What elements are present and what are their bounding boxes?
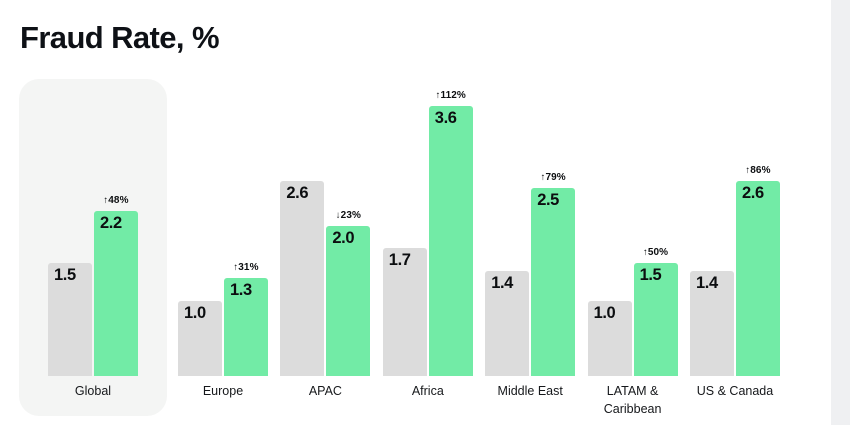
change-badge-latam-caribbean: ↑50% [626, 246, 686, 259]
current-bar-global: 2.2 [94, 211, 138, 376]
region-label-line: LATAM & [606, 384, 659, 398]
current-value-label: 2.5 [537, 191, 559, 209]
change-percent-text: 48% [108, 195, 129, 206]
current-value-label: 1.3 [230, 281, 252, 299]
change-badge-middle-east: ↑79% [523, 171, 583, 184]
region-label-apac: APAC [308, 384, 342, 398]
region-label-latam-caribbean: LATAM & Caribbean [573, 382, 693, 418]
current-value-label: 1.5 [639, 266, 662, 284]
change-badge-africa: ↑112% [421, 89, 481, 102]
arrow-up-icon: ↑ [103, 195, 109, 206]
region-label-middle-east: Middle East [497, 384, 563, 398]
arrow-up-icon: ↑ [745, 165, 751, 176]
current-value-label: 3.6 [434, 109, 457, 127]
current-value-label: 2.6 [742, 184, 764, 202]
change-percent-text: 23% [340, 210, 361, 221]
arrow-up-icon: ↑ [540, 172, 546, 183]
region-label-europe: Europe [202, 384, 244, 398]
current-bar-europe: 1.3 [224, 278, 268, 376]
previous-bar-global: 1.5 [48, 263, 92, 376]
global-highlight-card [19, 79, 167, 416]
current-value-label: 2.2 [100, 214, 122, 232]
arrow-up-icon: ↑ [233, 262, 239, 273]
arrow-down-icon: ↓ [335, 210, 341, 221]
arrow-up-icon: ↑ [435, 90, 441, 101]
change-badge-europe: ↑31% [216, 261, 276, 274]
previous-bar-latam-caribbean: 1.0 [587, 301, 632, 376]
region-label-line: Caribbean [603, 402, 662, 416]
change-percent-text: 50% [647, 247, 669, 258]
change-percent-text: 31% [238, 262, 259, 273]
previous-bar-middle-east: 1.4 [485, 271, 530, 376]
previous-value-label: 1.5 [54, 266, 76, 284]
change-badge-us-canada: ↑86% [728, 164, 788, 177]
previous-value-label: 1.0 [184, 304, 206, 322]
previous-value-label: 1.4 [696, 274, 718, 292]
current-bar-apac: 2.0 [326, 226, 371, 376]
page-title: Fraud Rate, % [20, 20, 220, 55]
previous-bar-us-canada: 1.4 [690, 271, 734, 376]
current-bar-us-canada: 2.6 [736, 181, 780, 376]
change-badge-global: ↑48% [86, 194, 146, 207]
change-percent-text: 112% [440, 90, 466, 101]
right-edge-panel [831, 0, 850, 425]
previous-value-label: 1.4 [491, 274, 513, 292]
previous-value-label: 1.0 [593, 304, 616, 322]
change-percent-text: 79% [545, 172, 566, 183]
region-label-us-canada: US & Canada [696, 384, 774, 398]
current-bar-latam-caribbean: 1.5 [633, 263, 678, 376]
arrow-up-icon: ↑ [643, 247, 648, 258]
current-bar-middle-east: 2.5 [531, 188, 576, 376]
current-value-label: 2.0 [332, 229, 355, 247]
region-label-africa: Africa [411, 384, 444, 398]
previous-value-label: 2.6 [286, 184, 309, 202]
previous-bar-apac: 2.6 [280, 181, 325, 376]
previous-value-label: 1.7 [388, 251, 411, 269]
region-label-global: Global [74, 384, 112, 398]
change-badge-apac: ↓23% [318, 209, 378, 222]
change-percent-text: 86% [750, 165, 771, 176]
previous-bar-africa: 1.7 [382, 248, 427, 376]
current-bar-africa: 3.6 [428, 106, 473, 376]
previous-bar-europe: 1.0 [178, 301, 222, 376]
